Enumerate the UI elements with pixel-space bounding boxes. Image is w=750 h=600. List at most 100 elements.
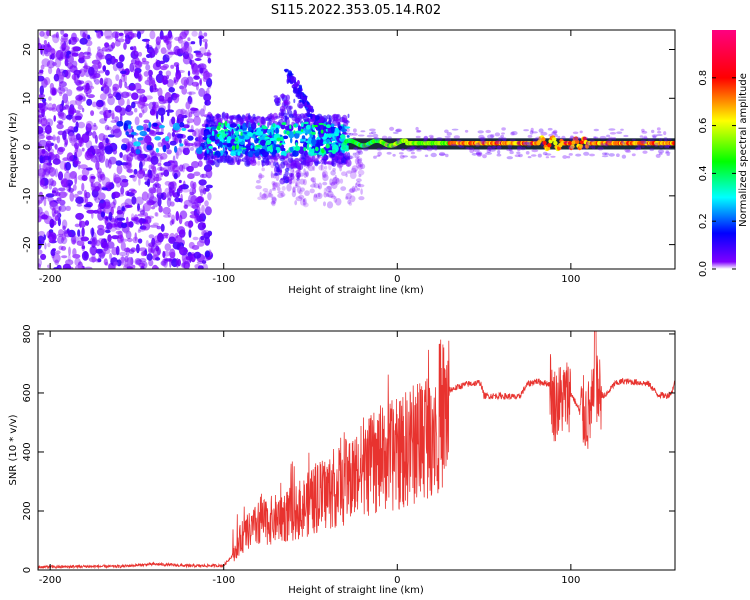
spectrogram-cell (234, 137, 239, 142)
spectrogram-cell (547, 143, 552, 148)
spectrogram-cell (523, 129, 529, 132)
spectrogram-cell (134, 51, 138, 55)
spectrogram-cell (341, 117, 348, 123)
spectrogram-cell (156, 225, 161, 230)
spectrogram-cell (270, 144, 273, 150)
spectrogram-cell (130, 46, 134, 50)
spectrogram-cell (359, 163, 366, 170)
spectrogram-cell (492, 145, 497, 149)
spectrogram-cell (275, 162, 280, 170)
spectrogram-cell (57, 217, 62, 227)
spectrogram-cell (306, 143, 310, 151)
spectrogram-cell (365, 144, 371, 148)
spectrogram-cell (159, 166, 163, 171)
spectrogram-cell (270, 126, 273, 130)
spectrogram-cell (151, 206, 155, 210)
spectrogram-cell (354, 186, 359, 192)
spectrogram-cell (300, 198, 306, 206)
spectrogram-cell (134, 116, 140, 126)
spectrogram-cell (205, 124, 209, 128)
spectrogram-cell (233, 141, 238, 144)
spectrogram-cell (148, 248, 153, 253)
spectrogram-cell (59, 199, 66, 206)
spectrogram-cell (111, 110, 115, 120)
spectrogram-cell (406, 147, 413, 152)
spectrogram-cell (465, 146, 469, 150)
spectrogram-cell (322, 155, 327, 163)
spectrogram-cell (579, 139, 585, 145)
spectrogram-cell (635, 147, 642, 150)
spectrogram-cell (38, 134, 45, 140)
spectrogram-cell (322, 141, 327, 144)
spectrogram-cell (103, 77, 113, 88)
spectrogram-cell (171, 93, 180, 98)
spectrogram-cell (120, 91, 130, 99)
spectrogram-cell (155, 59, 161, 68)
spectrogram-cell (65, 114, 73, 120)
spectrogram-cell (294, 200, 298, 206)
spectrogram-cell (89, 237, 98, 247)
spectrogram-cell (276, 137, 282, 142)
spectrogram-cell (79, 137, 83, 147)
spectrogram-cell (197, 64, 202, 68)
spectrogram-cell (357, 164, 363, 170)
spectrogram-cell (386, 151, 392, 155)
spectrogram-cell (591, 145, 596, 150)
spectrogram-cell (38, 249, 43, 255)
spectrogram-cell (179, 31, 187, 40)
spectrogram-cell (294, 158, 300, 163)
spectrogram-cell (285, 105, 292, 111)
spectrogram-cell (100, 86, 104, 92)
spectrogram-cell (139, 161, 143, 171)
spectrogram-cell (487, 146, 492, 151)
spectrogram-cell (284, 176, 290, 184)
spectrogram-cell (49, 200, 55, 205)
spectrogram-cell (498, 136, 504, 141)
spectrogram-cell (325, 138, 331, 146)
spectrogram-cell (88, 66, 95, 76)
spectrogram-cell (262, 188, 269, 192)
spectrogram-cell (252, 159, 257, 164)
spectrogram-cell (355, 151, 361, 156)
spectrogram-cell (166, 149, 172, 155)
spectrogram-cell (396, 139, 400, 142)
spectrogram-cell (52, 61, 57, 67)
spectrogram-cell (154, 212, 158, 217)
spectrogram-cell (92, 131, 97, 139)
spectrogram-cell (409, 149, 415, 152)
spectrogram-cell (148, 242, 157, 248)
spectrogram-cell (194, 264, 201, 269)
spectrogram-cell (259, 139, 267, 146)
spectrogram-cell (305, 154, 313, 162)
spectrogram-cell (144, 212, 149, 221)
y-tick-label: 600 (22, 383, 33, 402)
spectrogram-cell (175, 64, 180, 74)
spectrogram-cell (297, 163, 302, 172)
x-tick-label: -200 (39, 575, 62, 586)
spectrogram-cell (188, 96, 193, 105)
spectrogram-cell (169, 258, 172, 268)
spectrogram-cell (88, 256, 97, 263)
spectrogram-cell (347, 161, 350, 167)
spectrogram-cell (173, 76, 178, 85)
spectrogram-cell (552, 137, 557, 142)
spectrogram-cell (169, 251, 176, 259)
spectrogram-cell (540, 131, 548, 136)
spectrogram-cell (221, 131, 226, 139)
spectrogram-cell (162, 54, 170, 63)
spectrogram-cell (266, 129, 273, 134)
spectrogram-cell (153, 235, 161, 244)
spectrogram-cell (204, 236, 211, 246)
spectrogram-cell (96, 101, 102, 110)
spectrogram-cell (396, 138, 401, 142)
spectrogram-cell (330, 154, 335, 158)
spectrogram-cell (167, 51, 176, 55)
spectrogram-cell (292, 187, 297, 193)
spectrogram-cell (58, 191, 67, 199)
spectrogram-cell (647, 139, 655, 142)
spectrogram-cell (111, 191, 121, 199)
spectrogram-cell (45, 193, 55, 198)
spectrogram-cell (244, 116, 248, 122)
spectrogram-cell (63, 142, 68, 148)
spectrogram-cell (623, 134, 629, 138)
